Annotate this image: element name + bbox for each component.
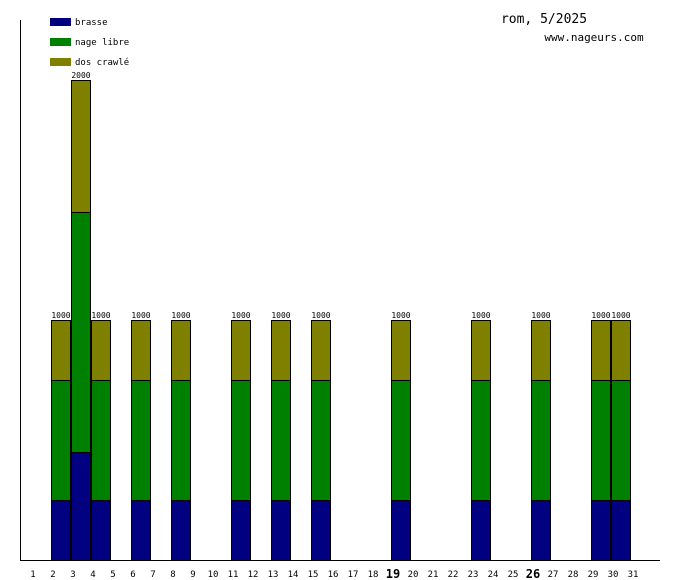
- x-tick-label-13: 13: [268, 570, 279, 580]
- x-tick-label-4: 4: [90, 570, 95, 580]
- bar-total-label-day11: 1000: [231, 311, 250, 320]
- bar-day6-dos-crawl-: [131, 320, 151, 381]
- bar-day30-nage-libre: [611, 380, 631, 501]
- bar-day11-dos-crawl-: [231, 320, 251, 381]
- x-tick-label-9: 9: [190, 570, 195, 580]
- bar-day29-nage-libre: [591, 380, 611, 501]
- x-tick-label-20: 20: [408, 570, 419, 580]
- bar-day6-brasse: [131, 500, 151, 561]
- bar-total-label-day13: 1000: [271, 311, 290, 320]
- bar-day13-dos-crawl-: [271, 320, 291, 381]
- bar-day4-nage-libre: [91, 380, 111, 501]
- bar-day23-brasse: [471, 500, 491, 561]
- bar-total-label-day3: 2000: [71, 71, 90, 80]
- bar-day15-dos-crawl-: [311, 320, 331, 381]
- bar-day13-brasse: [271, 500, 291, 561]
- legend-swatch-2: [50, 38, 71, 46]
- x-tick-labels: 1 2 3 4 5 6 7 8 9 10 11 12 13 14 15 16 17 18 19 20 21 22 23 24 2…: [30, 567, 638, 580]
- x-tick-label-30: 30: [608, 570, 619, 580]
- x-tick-label-21: 21: [428, 570, 439, 580]
- bar-day8-nage-libre: [171, 380, 191, 501]
- x-tick-label-10: 10: [208, 570, 219, 580]
- x-tick-label-11: 11: [228, 570, 239, 580]
- bar-total-label-day15: 1000: [311, 311, 330, 320]
- bar-day4-brasse: [91, 500, 111, 561]
- bar-day26-brasse: [531, 500, 551, 561]
- bar-day6-nage-libre: [131, 380, 151, 501]
- legend-swatch-3: [50, 58, 71, 66]
- bar-day23-dos-crawl-: [471, 320, 491, 381]
- x-tick-label-16: 16: [328, 570, 339, 580]
- bar-day2-nage-libre: [51, 380, 71, 501]
- bar-total-label-day2: 1000: [51, 311, 70, 320]
- bar-total-label-day6: 1000: [131, 311, 150, 320]
- x-tick-label-1: 1: [30, 570, 35, 580]
- bar-day23-nage-libre: [471, 380, 491, 501]
- bar-day26-dos-crawl-: [531, 320, 551, 381]
- bar-day30-dos-crawl-: [611, 320, 631, 381]
- bar-day29-dos-crawl-: [591, 320, 611, 381]
- x-tick-label-12: 12: [248, 570, 259, 580]
- x-tick-label-14: 14: [288, 570, 299, 580]
- bar-total-label-day29: 1000: [591, 311, 610, 320]
- bar-day3-nage-libre: [71, 212, 91, 453]
- legend-swatch-1: [50, 18, 71, 26]
- x-tick-label-26: 26: [526, 567, 540, 580]
- x-tick-label-7: 7: [150, 570, 155, 580]
- bar-day15-brasse: [311, 500, 331, 561]
- bar-day13-nage-libre: [271, 380, 291, 501]
- x-tick-label-31: 31: [628, 570, 639, 580]
- x-tick-label-19: 19: [386, 567, 400, 580]
- x-tick-label-22: 22: [448, 570, 459, 580]
- legend-label-2: nage libre: [75, 38, 129, 48]
- x-tick-label-28: 28: [568, 570, 579, 580]
- bar-day19-nage-libre: [391, 380, 411, 501]
- bar-total-label-day8: 1000: [171, 311, 190, 320]
- x-tick-label-18: 18: [368, 570, 379, 580]
- chart-title: rom, 5/2025: [501, 12, 587, 27]
- x-tick-label-27: 27: [548, 570, 559, 580]
- x-tick-label-23: 23: [468, 570, 479, 580]
- legend-label-1: brasse: [75, 18, 108, 28]
- bar-total-label-day23: 1000: [471, 311, 490, 320]
- bar-total-label-day26: 1000: [531, 311, 550, 320]
- x-tick-label-2: 2: [50, 570, 55, 580]
- x-tick-label-6: 6: [130, 570, 135, 580]
- legend: brasse nage libre dos crawlé: [50, 18, 129, 68]
- bar-day11-nage-libre: [231, 380, 251, 501]
- x-tick-label-24: 24: [488, 570, 499, 580]
- bar-total-label-day19: 1000: [391, 311, 410, 320]
- site-url: www.nageurs.com: [544, 31, 644, 44]
- x-tick-label-17: 17: [348, 570, 359, 580]
- bar-day19-dos-crawl-: [391, 320, 411, 381]
- bar-day2-brasse: [51, 500, 71, 561]
- bar-day30-brasse: [611, 500, 631, 561]
- x-tick-label-15: 15: [308, 570, 319, 580]
- bar-day26-nage-libre: [531, 380, 551, 501]
- bars-layer: [51, 80, 631, 561]
- bar-day8-dos-crawl-: [171, 320, 191, 381]
- x-tick-label-3: 3: [70, 570, 75, 580]
- bar-day29-brasse: [591, 500, 611, 561]
- bar-total-label-day30: 1000: [611, 311, 630, 320]
- x-tick-label-8: 8: [170, 570, 175, 580]
- bar-day2-dos-crawl-: [51, 320, 71, 381]
- x-tick-label-29: 29: [588, 570, 599, 580]
- bar-day8-brasse: [171, 500, 191, 561]
- bar-day19-brasse: [391, 500, 411, 561]
- bar-day3-dos-crawl-: [71, 80, 91, 213]
- bar-day3-brasse: [71, 452, 91, 561]
- bar-day11-brasse: [231, 500, 251, 561]
- x-tick-label-5: 5: [110, 570, 115, 580]
- legend-label-3: dos crawlé: [75, 57, 129, 68]
- bar-day15-nage-libre: [311, 380, 331, 501]
- bar-total-label-day4: 1000: [91, 311, 110, 320]
- bar-day4-dos-crawl-: [91, 320, 111, 381]
- x-tick-label-25: 25: [508, 570, 519, 580]
